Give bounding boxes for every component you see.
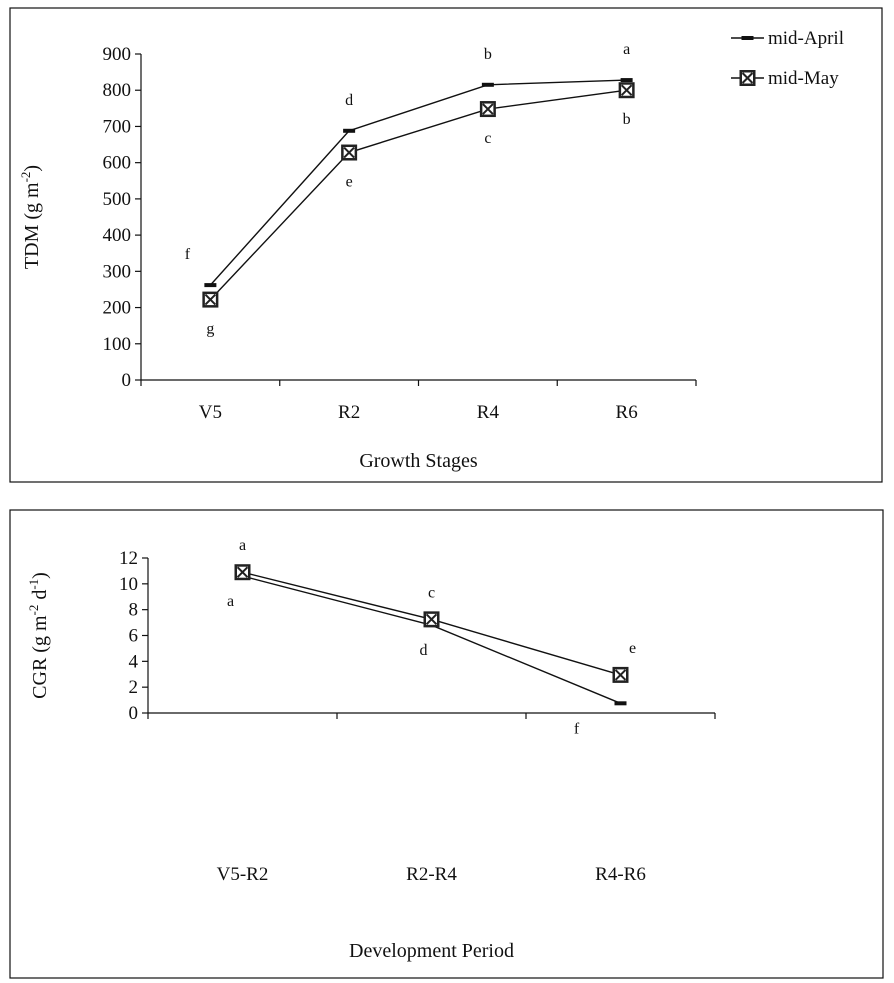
significance-letter: f xyxy=(574,720,580,737)
y-axis-title-part: TDM (g m xyxy=(21,182,43,269)
y-axis-title: CGR (g m-2 d-1) xyxy=(26,572,51,699)
y-axis-title-part: ) xyxy=(21,165,43,172)
y-tick-label: 900 xyxy=(103,44,132,65)
data-point-boxed-x xyxy=(341,144,358,161)
series-line-mid-april xyxy=(209,79,627,286)
y-tick-label: 8 xyxy=(129,600,139,621)
legend-label: mid-May xyxy=(768,68,839,89)
data-point-boxed-x xyxy=(479,101,496,118)
x-tick-label: R2-R4 xyxy=(406,864,457,885)
legend-marker-dash xyxy=(741,36,754,40)
legend-label: mid-April xyxy=(768,28,844,49)
data-point-dash xyxy=(343,128,356,133)
y-axis-title: TDM (g m-2) xyxy=(18,165,43,269)
significance-letter: f xyxy=(185,246,191,263)
significance-letter: c xyxy=(428,584,435,601)
x-axis-title: Growth Stages xyxy=(359,450,478,472)
x-tick-label: R4-R6 xyxy=(595,864,646,885)
legend-marker-boxed-x xyxy=(739,70,756,86)
data-point-boxed-x xyxy=(423,611,440,628)
y-tick-label: 600 xyxy=(103,153,132,174)
series-line-mid-may xyxy=(209,89,627,301)
data-point-boxed-x xyxy=(234,564,251,581)
significance-letter: a xyxy=(239,537,246,554)
y-tick-label: 100 xyxy=(103,334,132,355)
y-tick-label: 10 xyxy=(119,574,138,595)
x-axis-title: Development Period xyxy=(349,940,514,962)
significance-letter: a xyxy=(623,41,630,58)
tdm-chart: 0 100 200 300 400 500 600 700 800 900 V5 R2 R4 R6 Grow… xyxy=(9,7,883,483)
y-tick-label: 300 xyxy=(103,261,132,282)
data-point-dash xyxy=(204,283,217,288)
x-tick-label: R4 xyxy=(477,402,500,423)
significance-letter: e xyxy=(346,174,353,191)
data-point-boxed-x xyxy=(202,291,219,308)
significance-letter: d xyxy=(420,642,428,659)
x-tick-label: V5-R2 xyxy=(217,864,269,885)
data-point-dash xyxy=(481,82,494,87)
y-tick-label: 400 xyxy=(103,225,132,246)
y-tick-label: 4 xyxy=(129,651,139,672)
y-tick-label: 0 xyxy=(122,370,132,391)
data-point-dash xyxy=(620,78,633,83)
y-tick-label: 800 xyxy=(103,80,132,101)
y-tick-label: 12 xyxy=(119,548,138,569)
y-axis-title-part: -2 xyxy=(26,605,41,616)
significance-letter: b xyxy=(484,46,492,63)
significance-letter: e xyxy=(629,640,636,657)
cgr-chart-panel: 0 2 4 6 8 10 12 V5-R2 R2-R4 R4-R6 Development Peri… xyxy=(0,500,894,983)
y-tick-label: 700 xyxy=(103,116,132,137)
chart-frame xyxy=(9,7,883,483)
x-tick-label: R2 xyxy=(338,402,360,423)
y-tick-label: 0 xyxy=(129,703,139,724)
data-point-boxed-x xyxy=(618,82,635,99)
data-point-dash xyxy=(614,701,627,706)
significance-letter: g xyxy=(206,321,214,338)
chart-frame xyxy=(9,509,884,979)
cgr-chart: 0 2 4 6 8 10 12 V5-R2 R2-R4 R4-R6 Development Peri… xyxy=(9,509,884,979)
x-tick-label: V5 xyxy=(199,402,222,423)
y-axis-title-part: CGR (g m xyxy=(29,615,51,699)
significance-letter: d xyxy=(345,92,353,109)
y-tick-label: 200 xyxy=(103,298,132,319)
significance-letter: c xyxy=(484,130,491,147)
y-axis-title-part: -1 xyxy=(26,579,41,590)
y-axis-title-part: ) xyxy=(29,572,51,579)
y-tick-label: 6 xyxy=(129,626,139,647)
data-point-boxed-x xyxy=(612,666,629,683)
significance-letter: b xyxy=(623,111,631,128)
y-axis-title-part: -2 xyxy=(18,172,33,183)
y-tick-label: 2 xyxy=(129,677,139,698)
y-axis-title-part: d xyxy=(29,590,51,605)
tdm-chart-panel: 0 100 200 300 400 500 600 700 800 900 V5 R2 R4 R6 Grow… xyxy=(9,7,883,483)
significance-letter: a xyxy=(227,593,234,610)
y-tick-label: 500 xyxy=(103,189,132,210)
x-tick-label: R6 xyxy=(616,402,638,423)
